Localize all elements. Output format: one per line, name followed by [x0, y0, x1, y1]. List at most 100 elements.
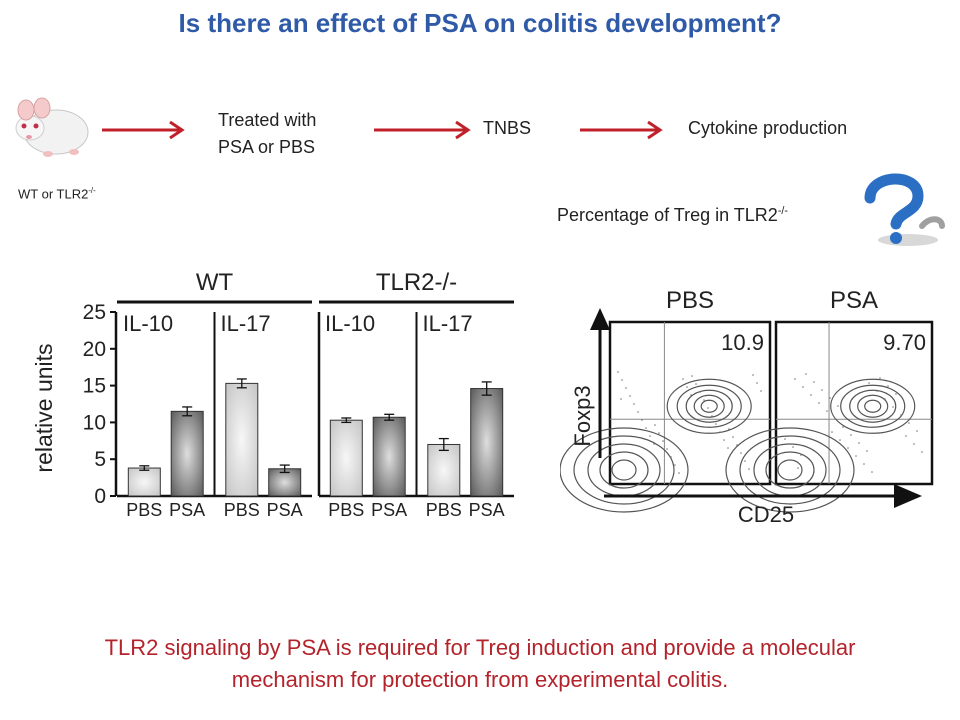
event-dot: [831, 431, 833, 433]
group-label: IL-17: [423, 311, 473, 336]
x-tick-label: PSA: [469, 500, 505, 520]
contour-line: [599, 451, 649, 489]
contour-line: [840, 384, 906, 428]
event-dot: [621, 379, 623, 381]
event-dot: [756, 382, 758, 384]
event-dot: [703, 399, 705, 401]
x-tick-label: PBS: [328, 500, 364, 520]
event-dot: [649, 435, 651, 437]
event-dot: [842, 426, 844, 428]
event-dot: [653, 443, 655, 445]
x-tick-label: PBS: [224, 500, 260, 520]
contour-line: [849, 389, 897, 423]
event-dot: [629, 395, 631, 397]
event-dot: [900, 414, 902, 416]
bar: [127, 467, 161, 497]
contour-line: [857, 394, 889, 418]
mouse-genotype-label: WT or TLR2-/-: [18, 186, 96, 202]
y-tick-label: 15: [83, 375, 106, 398]
contour-line: [700, 399, 718, 413]
event-dot: [879, 377, 881, 379]
event-dot: [921, 451, 923, 453]
event-dot: [727, 447, 729, 449]
group-label: IL-10: [123, 311, 173, 336]
y-tick-label: 0: [94, 485, 106, 508]
arrow-icon-1: [102, 120, 185, 140]
event-dot: [682, 378, 684, 380]
event-dot: [760, 390, 762, 392]
event-dot: [913, 443, 915, 445]
event-dot: [792, 446, 794, 448]
arrow-icon-3: [580, 120, 663, 140]
x-axis-arrowhead-icon: [894, 484, 922, 508]
event-dot: [686, 386, 688, 388]
bar: [427, 443, 461, 497]
event-dot: [744, 460, 746, 462]
flow-panel-title: PSA: [830, 287, 878, 314]
mouse-image: [15, 97, 89, 157]
event-dot: [797, 467, 799, 469]
event-dot: [847, 447, 849, 449]
event-dot: [732, 436, 734, 438]
event-dot: [662, 440, 664, 442]
event-dot: [707, 407, 709, 409]
event-dot: [813, 381, 815, 383]
event-dot: [752, 374, 754, 376]
question-mark-icon: [864, 173, 945, 246]
event-dot: [719, 431, 721, 433]
event-dot: [855, 455, 857, 457]
group-label: IL-10: [325, 311, 375, 336]
cytokine-bar-chart: 0 5 10 15 20 25 WT IL-10 PBS PSA IL-17 PBS PSA TLR2-/…: [31, 269, 514, 520]
bar: [268, 468, 302, 497]
event-dot: [789, 459, 791, 461]
event-dot: [748, 468, 750, 470]
contour-line: [666, 378, 752, 434]
x-tick-label: PSA: [169, 500, 205, 520]
contour-line: [560, 427, 689, 513]
event-dot: [641, 419, 643, 421]
flow-x-label: CD25: [738, 502, 794, 527]
x-tick-label: PSA: [371, 500, 407, 520]
event-dot: [711, 415, 713, 417]
event-dot: [620, 398, 622, 400]
event-dot: [666, 448, 668, 450]
arrow-icon-2: [374, 120, 471, 140]
event-dot: [903, 401, 905, 403]
event-dot: [884, 398, 886, 400]
event-dot: [858, 442, 860, 444]
contour-line: [676, 384, 742, 428]
slide-title: Is there an effect of PSA on colitis dev…: [178, 8, 782, 38]
flow-y-label: Foxp3: [570, 385, 595, 446]
contour-line: [685, 389, 733, 423]
step-tnbs: TNBS: [483, 118, 532, 138]
step-treatment: Treated with PSA or PBS: [218, 110, 317, 157]
y-tick-label: 10: [83, 411, 106, 434]
event-dot: [728, 428, 730, 430]
event-dot: [805, 373, 807, 375]
event-dot: [876, 390, 878, 392]
event-dot: [834, 418, 836, 420]
event-dot: [810, 394, 812, 396]
event-dot: [637, 411, 639, 413]
event-dot: [837, 405, 839, 407]
event-dot: [916, 430, 918, 432]
event-dot: [695, 383, 697, 385]
y-tick-label: 5: [94, 448, 106, 471]
event-dot: [821, 389, 823, 391]
event-dot: [670, 456, 672, 458]
bar: [372, 416, 406, 497]
event-dot: [892, 406, 894, 408]
contour-line: [864, 399, 882, 413]
event-dot: [802, 386, 804, 388]
event-dot: [699, 391, 701, 393]
event-dot: [723, 439, 725, 441]
treg-question: Percentage of Treg in TLR2-/-: [557, 205, 789, 225]
event-dot: [784, 438, 786, 440]
treg-percentage-label: 10.9: [721, 330, 764, 355]
event-dot: [826, 410, 828, 412]
contour-line: [830, 378, 916, 434]
event-dot: [850, 434, 852, 436]
event-dot: [863, 463, 865, 465]
event-dot: [866, 450, 868, 452]
